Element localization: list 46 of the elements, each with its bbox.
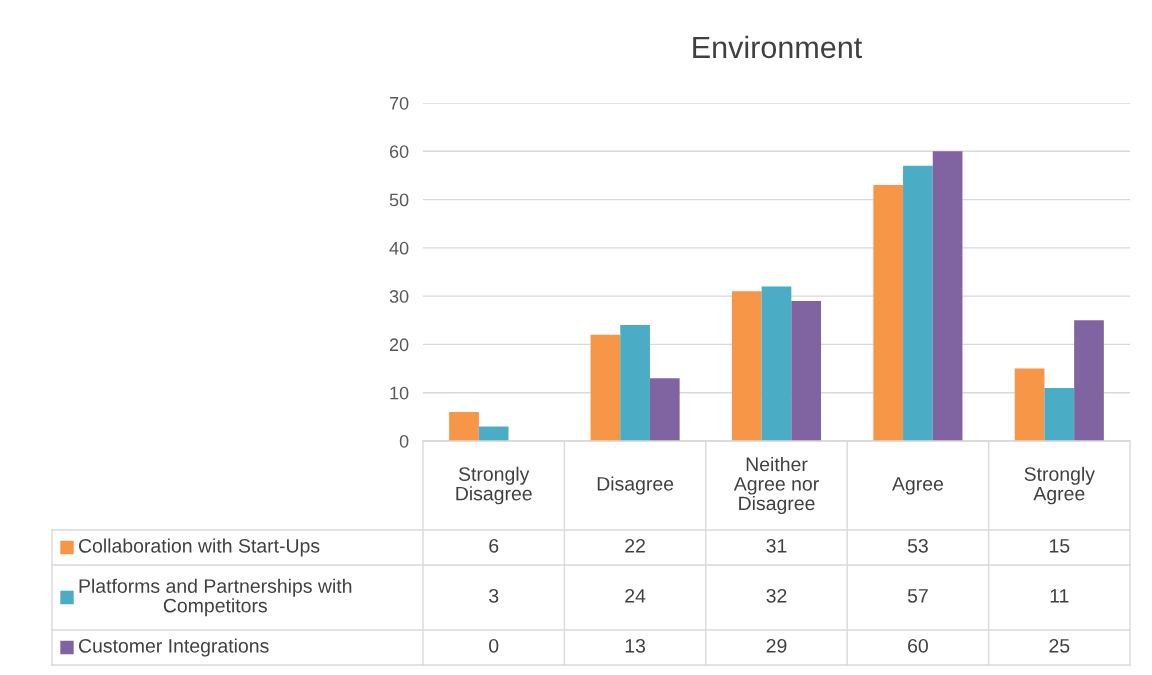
y-tick-label: 50 bbox=[389, 193, 409, 207]
bar bbox=[1044, 387, 1075, 441]
data-label: 11 bbox=[1050, 589, 1069, 603]
bar bbox=[731, 291, 762, 441]
bar bbox=[932, 151, 963, 441]
y-tick-label: 20 bbox=[389, 338, 409, 352]
x-tick-label: Strongly Agree bbox=[1024, 466, 1095, 505]
data-label: 6 bbox=[489, 538, 499, 553]
y-tick-label: 0 bbox=[399, 434, 409, 448]
data-label: 60 bbox=[908, 638, 928, 653]
data-label: 57 bbox=[907, 589, 928, 603]
data-label: 22 bbox=[625, 538, 645, 553]
legend-label: Platforms and Partnerships with Competitors bbox=[79, 578, 352, 617]
bar bbox=[449, 412, 479, 441]
bar bbox=[590, 334, 621, 441]
data-label: 32 bbox=[766, 588, 787, 603]
data-label: 24 bbox=[625, 588, 646, 603]
data-label: 0 bbox=[489, 638, 499, 653]
y-tick-label: 60 bbox=[389, 145, 409, 159]
y-tick-label: 70 bbox=[389, 96, 409, 110]
data-label: 29 bbox=[766, 638, 787, 653]
bar bbox=[761, 286, 792, 441]
bar bbox=[1074, 320, 1104, 441]
y-tick-label: 10 bbox=[390, 386, 409, 400]
data-label: 53 bbox=[907, 538, 928, 553]
bar bbox=[1014, 368, 1045, 441]
data-label: 25 bbox=[1049, 638, 1070, 653]
y-tick-label: 40 bbox=[389, 241, 409, 255]
legend-label: Customer Integrations bbox=[78, 638, 269, 657]
x-tick-label: Disagree bbox=[597, 476, 674, 495]
x-tick-label: Agree bbox=[892, 477, 943, 495]
bar bbox=[620, 325, 650, 441]
bar bbox=[649, 378, 680, 441]
x-tick-label: Strongly Disagree bbox=[456, 466, 532, 505]
legend-label: Collaboration with Start-Ups bbox=[78, 538, 320, 557]
chart-title: Environment bbox=[693, 35, 863, 59]
bar bbox=[903, 165, 933, 441]
y-tick-label: 30 bbox=[389, 290, 409, 303]
bar bbox=[478, 426, 509, 441]
data-label: 3 bbox=[489, 588, 499, 603]
bar bbox=[791, 300, 822, 441]
data-label: 15 bbox=[1049, 539, 1070, 553]
data-label: 31 bbox=[766, 538, 787, 553]
bar bbox=[873, 185, 904, 441]
data-label: 13 bbox=[625, 638, 646, 653]
x-tick-label: Neither Agree nor Disagree bbox=[733, 456, 819, 515]
